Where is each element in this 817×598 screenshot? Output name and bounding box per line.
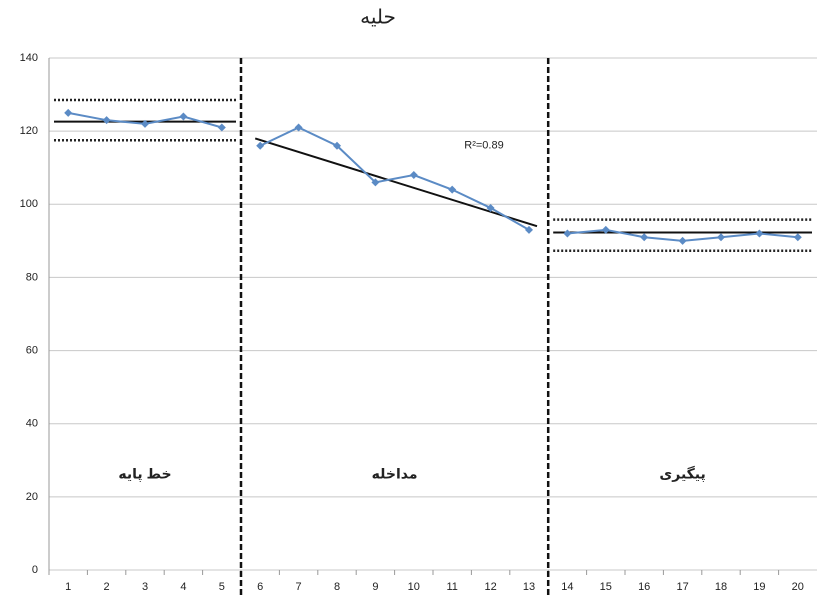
- x-tick-label: 6: [257, 581, 263, 593]
- x-tick-label: 2: [104, 581, 110, 593]
- y-tick-label: 40: [26, 418, 38, 430]
- data-point: [333, 141, 341, 150]
- data-point: [678, 236, 687, 245]
- data-point: [717, 233, 725, 242]
- data-point: [102, 116, 111, 125]
- data-point: [601, 225, 610, 234]
- x-tick-label: 13: [523, 581, 535, 593]
- y-tick-label: 120: [20, 125, 38, 137]
- phase-label: مداخله: [372, 466, 418, 482]
- x-tick-label: 3: [142, 581, 148, 593]
- x-tick-label: 7: [296, 581, 302, 593]
- x-tick-label: 8: [334, 581, 340, 593]
- x-tick-label: 20: [792, 581, 804, 593]
- r-squared: R²=0.89: [464, 140, 503, 152]
- x-tick-label: 19: [753, 581, 765, 593]
- y-tick-label: 100: [20, 198, 38, 210]
- y-tick-label: 80: [26, 271, 38, 283]
- trend-line: [254, 137, 538, 228]
- data-point: [486, 203, 495, 212]
- x-tick-label: 10: [408, 581, 420, 593]
- x-tick-label: 17: [676, 581, 688, 593]
- x-tick-label: 15: [600, 581, 612, 593]
- data-point: [640, 233, 649, 242]
- y-tick-label: 60: [26, 344, 38, 356]
- data-point: [448, 185, 457, 194]
- chart-title: حلیه: [360, 6, 396, 28]
- data-point: [409, 171, 418, 180]
- data-point: [179, 112, 188, 121]
- x-tick-label: 16: [638, 581, 650, 593]
- series-line: [259, 126, 530, 231]
- y-tick-label: 140: [20, 52, 38, 64]
- data-point: [294, 123, 303, 132]
- x-tick-label: 5: [219, 581, 225, 593]
- x-tick-label: 12: [484, 581, 496, 593]
- data-point: [563, 229, 572, 238]
- x-tick-label: 11: [446, 581, 457, 593]
- data-point: [217, 123, 226, 132]
- x-tick-label: 18: [715, 581, 727, 593]
- phase-label: خط پایه: [118, 466, 171, 483]
- data-point: [64, 108, 73, 117]
- data-point: [793, 233, 802, 242]
- y-tick-label: 20: [26, 491, 38, 503]
- phase-label: پیگیری: [659, 466, 705, 483]
- x-tick-label: 4: [180, 581, 186, 593]
- x-tick-label: 1: [65, 581, 71, 593]
- x-tick-label: 9: [372, 581, 378, 593]
- data-point: [256, 141, 265, 150]
- data-point: [525, 225, 533, 234]
- data-point: [371, 178, 380, 187]
- y-tick-label: 0: [32, 564, 38, 576]
- data-point: [755, 229, 764, 238]
- x-tick-label: 14: [561, 581, 573, 593]
- data-point: [141, 119, 149, 128]
